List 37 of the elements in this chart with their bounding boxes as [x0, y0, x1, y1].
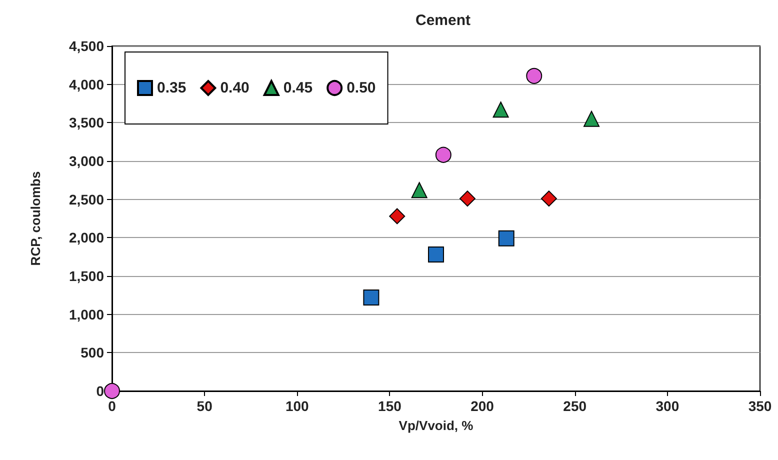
- point: [435, 146, 452, 163]
- point: [498, 230, 514, 246]
- point: [104, 383, 120, 399]
- legend-label: 0.45: [283, 80, 313, 96]
- y-tick-label: 3,500: [68, 114, 104, 131]
- y-axis-title: RCP, coulombs: [28, 171, 43, 266]
- x-tick-label: 300: [656, 398, 680, 414]
- point: [526, 68, 542, 84]
- y-tick-label: 0: [96, 383, 104, 399]
- point: [389, 208, 406, 224]
- legend-label: 0.50: [346, 80, 376, 96]
- chart-title: Cement: [415, 12, 471, 29]
- point: [584, 110, 600, 127]
- y-tick-label: 4,000: [68, 76, 104, 92]
- y-tick-label: 2,000: [68, 230, 104, 246]
- y-tick-label: 1,500: [68, 268, 104, 284]
- point: [540, 190, 557, 207]
- x-tick-label: 200: [470, 398, 494, 414]
- y-tick-label: 4,500: [68, 38, 104, 54]
- x-tick-label: 100: [285, 398, 310, 414]
- point: [428, 246, 444, 263]
- x-tick-label: 50: [196, 398, 213, 414]
- y-tick-label: 3,000: [68, 153, 104, 169]
- x-tick-label: 250: [563, 398, 587, 414]
- legend-label: 0.35: [157, 80, 186, 96]
- x-tick-label: 150: [378, 398, 402, 414]
- x-axis-title: Vp/Vvoid, %: [398, 418, 474, 433]
- point: [459, 190, 476, 207]
- y-tick-label: 1,000: [68, 306, 104, 322]
- x-tick-label: 0: [108, 398, 116, 414]
- point: [363, 289, 380, 306]
- y-tick-label: 2,500: [68, 191, 104, 208]
- y-tick-label: 500: [80, 344, 104, 361]
- x-tick-label: 350: [748, 398, 772, 414]
- legend-label: 0.40: [220, 80, 250, 96]
- point: [492, 102, 509, 118]
- point: [411, 182, 428, 198]
